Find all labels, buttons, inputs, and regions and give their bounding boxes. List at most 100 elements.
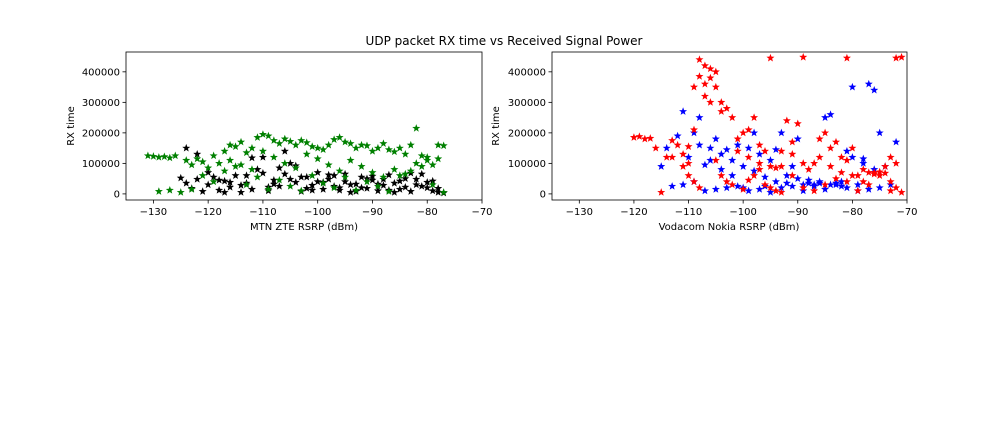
data-point [286, 175, 295, 183]
data-point [864, 79, 873, 88]
data-point [302, 150, 311, 158]
data-point [859, 177, 868, 186]
data-point [706, 73, 715, 82]
data-point [149, 152, 158, 160]
data-point [291, 140, 300, 149]
data-point [679, 162, 688, 170]
data-point [870, 169, 879, 178]
data-point [859, 154, 868, 163]
data-point [761, 146, 769, 155]
data-point [788, 150, 797, 158]
data-point [247, 165, 256, 173]
x-tick-label: −80 [417, 207, 438, 218]
data-point [406, 187, 415, 195]
data-point [330, 135, 339, 143]
data-point [799, 159, 808, 167]
data-point [395, 176, 404, 185]
data-point [176, 173, 185, 182]
data-point [717, 98, 726, 106]
data-point [711, 82, 720, 91]
data-point [258, 146, 267, 155]
data-point [651, 143, 660, 152]
data-point [220, 188, 229, 196]
data-point [209, 151, 218, 160]
data-point [837, 177, 846, 186]
data-point [242, 180, 251, 189]
data-point [313, 143, 322, 152]
data-point [335, 133, 344, 141]
data-point [832, 179, 840, 187]
data-point [761, 180, 769, 189]
x-axis-label: MTN ZTE RSRP (dBm) [250, 222, 358, 233]
data-point [324, 140, 333, 149]
data-point [308, 142, 317, 150]
data-point [313, 168, 322, 176]
data-point [231, 162, 240, 170]
y-tick-label: 100000 [82, 159, 120, 170]
data-point [346, 139, 355, 147]
data-point [881, 162, 890, 170]
data-point [401, 150, 410, 158]
data-point [711, 156, 720, 164]
data-point [848, 82, 857, 91]
data-point [706, 143, 715, 152]
data-point [286, 137, 295, 145]
data-point [804, 165, 813, 173]
data-point [788, 137, 797, 146]
data-point [275, 139, 284, 147]
data-point [853, 186, 862, 195]
data-point [428, 180, 437, 189]
data-point [755, 165, 764, 173]
data-point [826, 180, 835, 189]
data-point [247, 143, 256, 152]
data-point [417, 162, 426, 170]
data-point [690, 177, 698, 186]
data-point [755, 185, 764, 193]
data-point [690, 125, 698, 134]
x-tick-label: −130 [140, 207, 167, 218]
data-point [673, 140, 682, 149]
data-point [390, 147, 399, 156]
data-point [384, 187, 393, 195]
x-tick-label: −80 [842, 207, 863, 218]
figure-title: UDP packet RX time vs Received Signal Po… [366, 34, 643, 48]
x-tick-label: −100 [729, 207, 756, 218]
data-point [357, 183, 366, 192]
data-point [324, 175, 333, 183]
data-point [154, 187, 163, 195]
data-point [788, 171, 797, 179]
data-point [368, 168, 377, 176]
data-point [417, 169, 426, 178]
data-point [198, 157, 207, 166]
data-point [690, 82, 698, 91]
data-point [352, 186, 361, 194]
data-point [319, 185, 328, 193]
data-point [313, 154, 322, 163]
data-point [247, 153, 256, 162]
data-point [226, 182, 235, 191]
data-point [837, 182, 846, 190]
data-point [346, 180, 355, 189]
y-tick-label: 400000 [508, 67, 546, 78]
data-point [308, 186, 317, 194]
data-point [341, 137, 350, 146]
data-point [193, 154, 202, 163]
data-point [182, 143, 191, 152]
data-point [766, 183, 775, 192]
data-point [439, 188, 448, 196]
data-point [226, 156, 235, 164]
data-point [187, 185, 196, 193]
data-point [864, 168, 873, 176]
data-point [165, 186, 174, 194]
data-point [771, 177, 780, 186]
data-point [395, 143, 404, 152]
subplot-mtn-zte: MTN ZTE RSRP (dBm) RX time −130 −120 −110 −… [66, 51, 493, 233]
data-point [346, 156, 355, 164]
data-point [842, 146, 851, 155]
data-point [176, 188, 185, 196]
data-point [242, 148, 251, 157]
data-point [297, 186, 306, 195]
data-point [892, 137, 901, 146]
data-point [237, 181, 246, 189]
data-point [657, 188, 666, 196]
